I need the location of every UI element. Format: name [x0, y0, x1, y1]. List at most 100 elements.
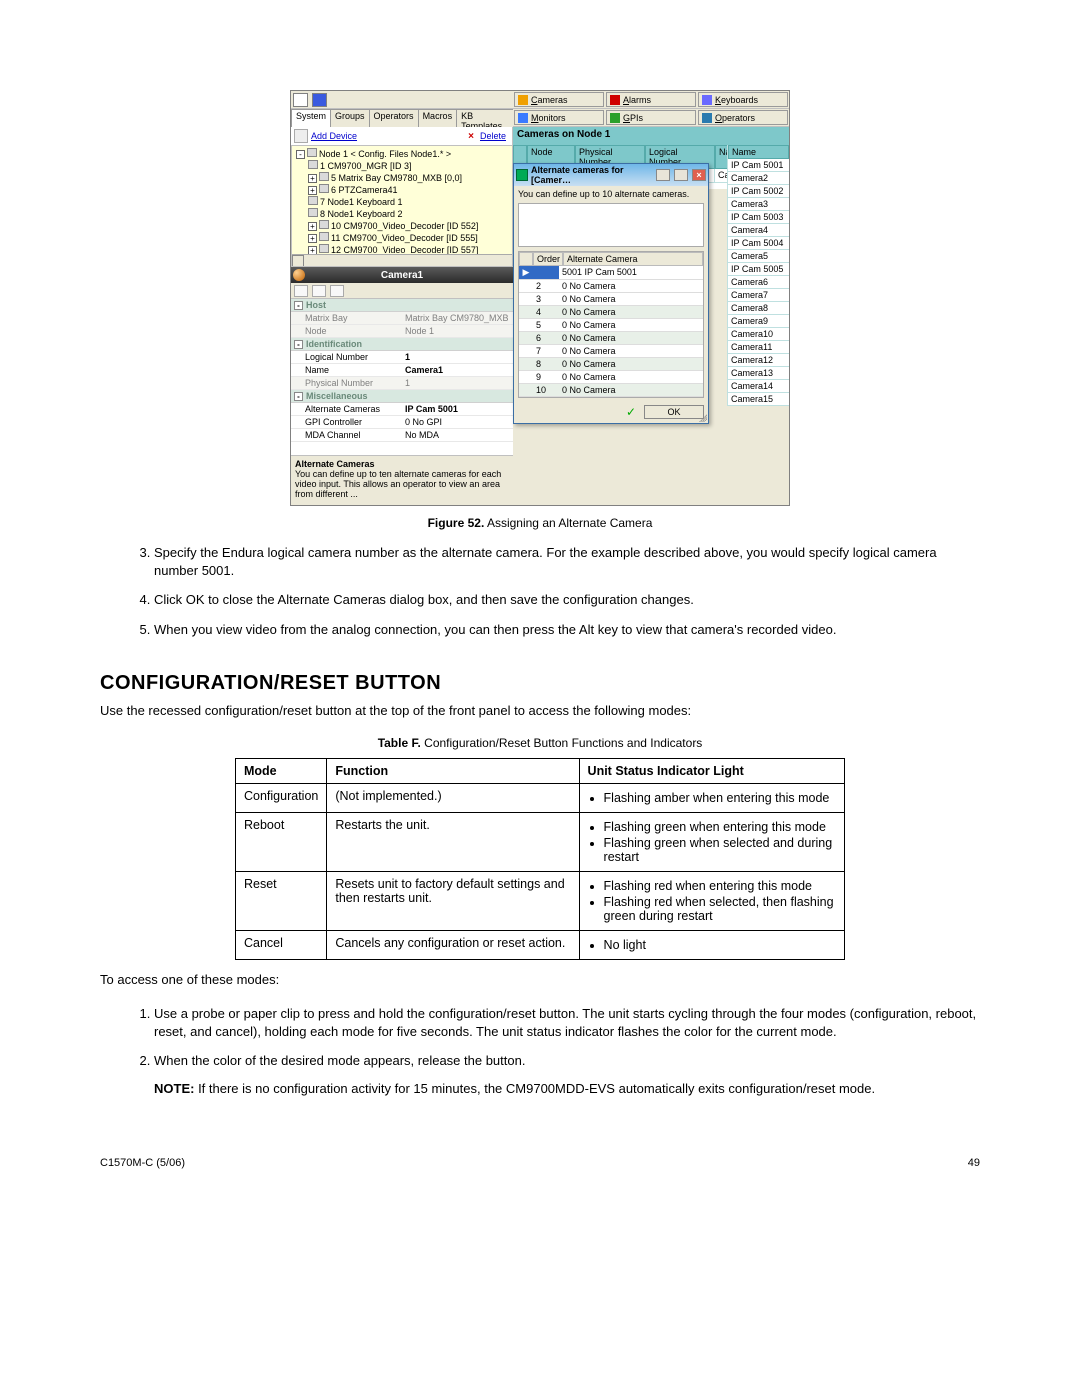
dialog-blank-area [518, 203, 704, 247]
property-grid[interactable]: -HostMatrix BayMatrix Bay CM9780_MXBNode… [291, 299, 513, 455]
dialog-row[interactable]: 20 No Camera [519, 280, 703, 293]
resize-grip-icon[interactable] [697, 412, 707, 422]
dialog-row[interactable]: 100 No Camera [519, 384, 703, 397]
prop-section[interactable]: -Identification [291, 338, 513, 351]
tree-scrollbar[interactable] [292, 254, 512, 266]
alternate-cameras-dialog: Alternate cameras for [Camer… × You can … [513, 163, 709, 424]
tree-node[interactable]: -Node 1 < Config. Files Node1.* > [294, 148, 510, 160]
prop-section[interactable]: -Miscellaneous [291, 390, 513, 403]
prop-row[interactable]: Logical Number1 [291, 351, 513, 364]
camera-icon [293, 269, 305, 281]
camera-list-item[interactable]: Camera8 [728, 302, 789, 315]
dialog-row[interactable]: ▶5001 IP Cam 5001 [519, 266, 703, 280]
tree-node[interactable]: 1 CM9700_MGR [ID 3] [294, 160, 510, 172]
top-button-label: Cameras [531, 95, 568, 105]
add-device-icon [294, 129, 308, 143]
dialog-title-text: Alternate cameras for [Camer… [531, 165, 652, 185]
camera-list-item[interactable]: Camera13 [728, 367, 789, 380]
top-button-gpis[interactable]: GPIs [606, 110, 696, 125]
camera-list-item[interactable]: Camera6 [728, 276, 789, 289]
prop-row[interactable]: MDA ChannelNo MDA [291, 429, 513, 442]
gpis-icon [610, 113, 620, 123]
top-button-alarms[interactable]: Alarms [606, 92, 696, 107]
camera-list-item[interactable]: Camera15 [728, 393, 789, 406]
camera-list-item[interactable]: IP Cam 5005 [728, 263, 789, 276]
camera-list-item[interactable]: Camera5 [728, 250, 789, 263]
camera-list-item[interactable]: Camera14 [728, 380, 789, 393]
tab-groups[interactable]: Groups [330, 109, 370, 127]
add-device-link[interactable]: Add Device [311, 131, 357, 141]
dialog-row[interactable]: 80 No Camera [519, 358, 703, 371]
delete-link[interactable]: Delete [480, 131, 506, 141]
alarms-icon [610, 95, 620, 105]
minimize-button[interactable] [656, 169, 670, 181]
dialog-row[interactable]: 70 No Camera [519, 345, 703, 358]
camera-list-item[interactable]: IP Cam 5003 [728, 211, 789, 224]
right-panel-title: Cameras on Node 1 [513, 127, 789, 145]
device-tree[interactable]: -Node 1 < Config. Files Node1.* >1 CM970… [291, 145, 513, 267]
tab-macros[interactable]: Macros [418, 109, 458, 127]
camera-list-item[interactable]: Camera2 [728, 172, 789, 185]
dialog-row[interactable]: 30 No Camera [519, 293, 703, 306]
camera-list-item[interactable]: IP Cam 5002 [728, 185, 789, 198]
dialog-grid[interactable]: Order Alternate Camera ▶5001 IP Cam 5001… [518, 251, 704, 398]
top-button-label: GPIs [623, 113, 643, 123]
tree-node[interactable]: 8 Node1 Keyboard 2 [294, 208, 510, 220]
camera-list-item[interactable]: Camera7 [728, 289, 789, 302]
camera-list-item[interactable]: Camera3 [728, 198, 789, 211]
prop-tool-2[interactable] [312, 285, 326, 297]
top-button-label: Keyboards [715, 95, 758, 105]
keyboards-icon [702, 95, 712, 105]
top-button-operators[interactable]: Operators [698, 110, 788, 125]
top-button-label: Alarms [623, 95, 651, 105]
access-intro: To access one of these modes: [100, 972, 980, 987]
prop-row[interactable]: GPI Controller0 No GPI [291, 416, 513, 429]
tab-operators[interactable]: Operators [369, 109, 419, 127]
top-button-label: Monitors [531, 113, 566, 123]
prop-row[interactable]: Matrix BayMatrix Bay CM9780_MXB [291, 312, 513, 325]
ok-button[interactable]: OK [644, 405, 704, 419]
camera-name-list[interactable]: Name IP Cam 5001Camera2IP Cam 5002Camera… [727, 145, 789, 406]
camera-list-item[interactable]: Camera10 [728, 328, 789, 341]
prop-row[interactable]: Physical Number1 [291, 377, 513, 390]
table-row: Configuration(Not implemented.)Flashing … [236, 784, 845, 813]
dialog-row[interactable]: 50 No Camera [519, 319, 703, 332]
new-icon[interactable] [293, 93, 308, 107]
camera-list-item[interactable]: Camera9 [728, 315, 789, 328]
top-button-keyboards[interactable]: Keyboards [698, 92, 788, 107]
top-button-label: Operators [715, 113, 755, 123]
camera-list-items: IP Cam 5001Camera2IP Cam 5002Camera3IP C… [728, 159, 789, 406]
save-icon[interactable] [312, 93, 327, 107]
tab-kb-templates[interactable]: KB Templates [456, 109, 514, 127]
camera-list-item[interactable]: Camera4 [728, 224, 789, 237]
prop-tool-1[interactable] [294, 285, 308, 297]
app-screenshot: CamerasAlarmsKeyboards SystemGroupsOpera… [290, 90, 790, 506]
prop-row[interactable]: NameCamera1 [291, 364, 513, 377]
close-button[interactable]: × [692, 169, 706, 181]
maximize-button[interactable] [674, 169, 688, 181]
section-intro: Use the recessed configuration/reset but… [100, 703, 980, 718]
tree-node[interactable]: 7 Node1 Keyboard 1 [294, 196, 510, 208]
operators-icon [702, 113, 712, 123]
prop-row[interactable]: NodeNode 1 [291, 325, 513, 338]
tree-node[interactable]: +10 CM9700_Video_Decoder [ID 552] [294, 220, 510, 232]
top-button-cameras[interactable]: Cameras [514, 92, 604, 107]
tree-node[interactable]: +5 Matrix Bay CM9780_MXB [0,0] [294, 172, 510, 184]
dialog-row[interactable]: 90 No Camera [519, 371, 703, 384]
camera-list-item[interactable]: Camera11 [728, 341, 789, 354]
camera-list-item[interactable]: IP Cam 5004 [728, 237, 789, 250]
camera-list-header: Name [728, 145, 789, 159]
dialog-row[interactable]: 40 No Camera [519, 306, 703, 319]
top-button-monitors[interactable]: Monitors [514, 110, 604, 125]
tree-node[interactable]: +11 CM9700_Video_Decoder [ID 555] [294, 232, 510, 244]
prop-tool-3[interactable] [330, 285, 344, 297]
tree-node[interactable]: +6 PTZCamera41 [294, 184, 510, 196]
prop-section[interactable]: -Host [291, 299, 513, 312]
dialog-titlebar[interactable]: Alternate cameras for [Camer… × [514, 164, 708, 186]
dialog-row[interactable]: 60 No Camera [519, 332, 703, 345]
camera-list-item[interactable]: Camera12 [728, 354, 789, 367]
tab-system[interactable]: System [291, 109, 331, 127]
prop-row[interactable]: Alternate CamerasIP Cam 5001 [291, 403, 513, 416]
camera-list-item[interactable]: IP Cam 5001 [728, 159, 789, 172]
delete-x-icon: × [468, 131, 474, 142]
